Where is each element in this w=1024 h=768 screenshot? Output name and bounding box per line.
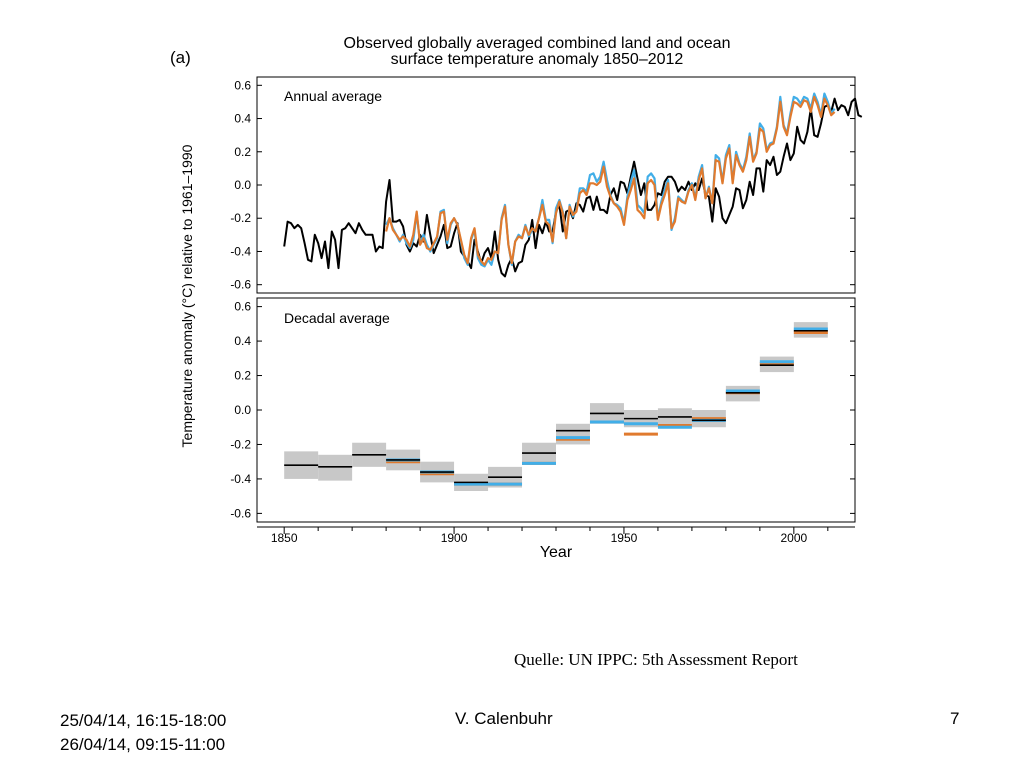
annual-plot-frame: [256, 76, 856, 294]
footer-author: V. Calenbuhr: [455, 709, 553, 728]
footer-date-line-2: 26/04/14, 09:15-11:00: [60, 735, 226, 754]
annual-series-line-0: [283, 97, 863, 278]
annual-average-panel: Annual average 0.6 0.4 0.2 0.0 -0.2 -0.4 -0.6: [230, 76, 863, 294]
decadal-band-1860: [318, 454, 353, 481]
chart-subtitle: surface temperature anomaly 1850–2012: [391, 51, 684, 68]
decadal-panel-label: Decadal average: [284, 310, 390, 326]
page-number: 7: [950, 709, 960, 728]
decadal-band-1930: [556, 423, 590, 445]
annual-y-tick-label: 0.0: [234, 178, 251, 192]
decadal-y-tick-label: 0.0: [234, 403, 251, 417]
decadal-y-axis: 0.6 0.4 0.2 0.0 -0.2 -0.4 -0.6: [230, 300, 855, 520]
annual-y-tick-label: -0.6: [230, 278, 251, 292]
x-tick-label: 2000: [780, 531, 807, 545]
decadal-y-tick-label: 0.6: [234, 300, 251, 314]
decadal-uncertainty-bands: [284, 322, 828, 491]
decadal-series-group: [284, 327, 828, 486]
x-tick-label: 1950: [611, 531, 638, 545]
y-axis-title: Temperature anomaly (°C) relative to 196…: [179, 144, 195, 447]
decadal-plot-frame: [256, 297, 856, 523]
decadal-y-tick-label: -0.4: [230, 472, 251, 486]
footer-dates: 25/04/14, 16:15-18:00 26/04/14, 09:15-11…: [60, 709, 226, 757]
annual-y-tick-label: 0.6: [234, 78, 251, 92]
annual-y-tick-label: 0.2: [234, 145, 251, 159]
decadal-y-tick-label: 0.4: [234, 334, 251, 348]
annual-y-tick-label: -0.2: [230, 211, 251, 225]
annual-y-tick-label: 0.4: [234, 112, 251, 126]
x-axis-title: Year: [540, 544, 573, 561]
annual-y-axis: 0.6 0.4 0.2 0.0 -0.2 -0.4 -0.6: [230, 78, 855, 292]
footer-date-line-1: 25/04/14, 16:15-18:00: [60, 711, 227, 730]
decadal-y-tick-label: 0.2: [234, 369, 251, 383]
annual-series-line-2: [385, 95, 836, 266]
annual-series-line-1: [385, 92, 836, 268]
decadal-y-tick-label: -0.6: [230, 506, 251, 520]
x-tick-label: 1900: [441, 531, 468, 545]
panel-label: (a): [170, 48, 191, 67]
chart-title: Observed globally averaged combined land…: [344, 35, 731, 52]
decadal-average-panel: Decadal average 0.6 0.4 0.2 0.0 -0.2 -0.4 -0.6: [230, 297, 856, 523]
annual-panel-label: Annual average: [284, 88, 382, 104]
x-tick-label: 1850: [271, 531, 298, 545]
annual-series-group: [283, 92, 863, 278]
source-citation: Quelle: UN IPPC: 5th Assessment Report: [514, 650, 798, 669]
annual-y-tick-label: -0.4: [230, 244, 251, 258]
x-axis: 1850 1900 1950 2000: [257, 526, 855, 545]
decadal-y-tick-label: -0.2: [230, 437, 251, 451]
